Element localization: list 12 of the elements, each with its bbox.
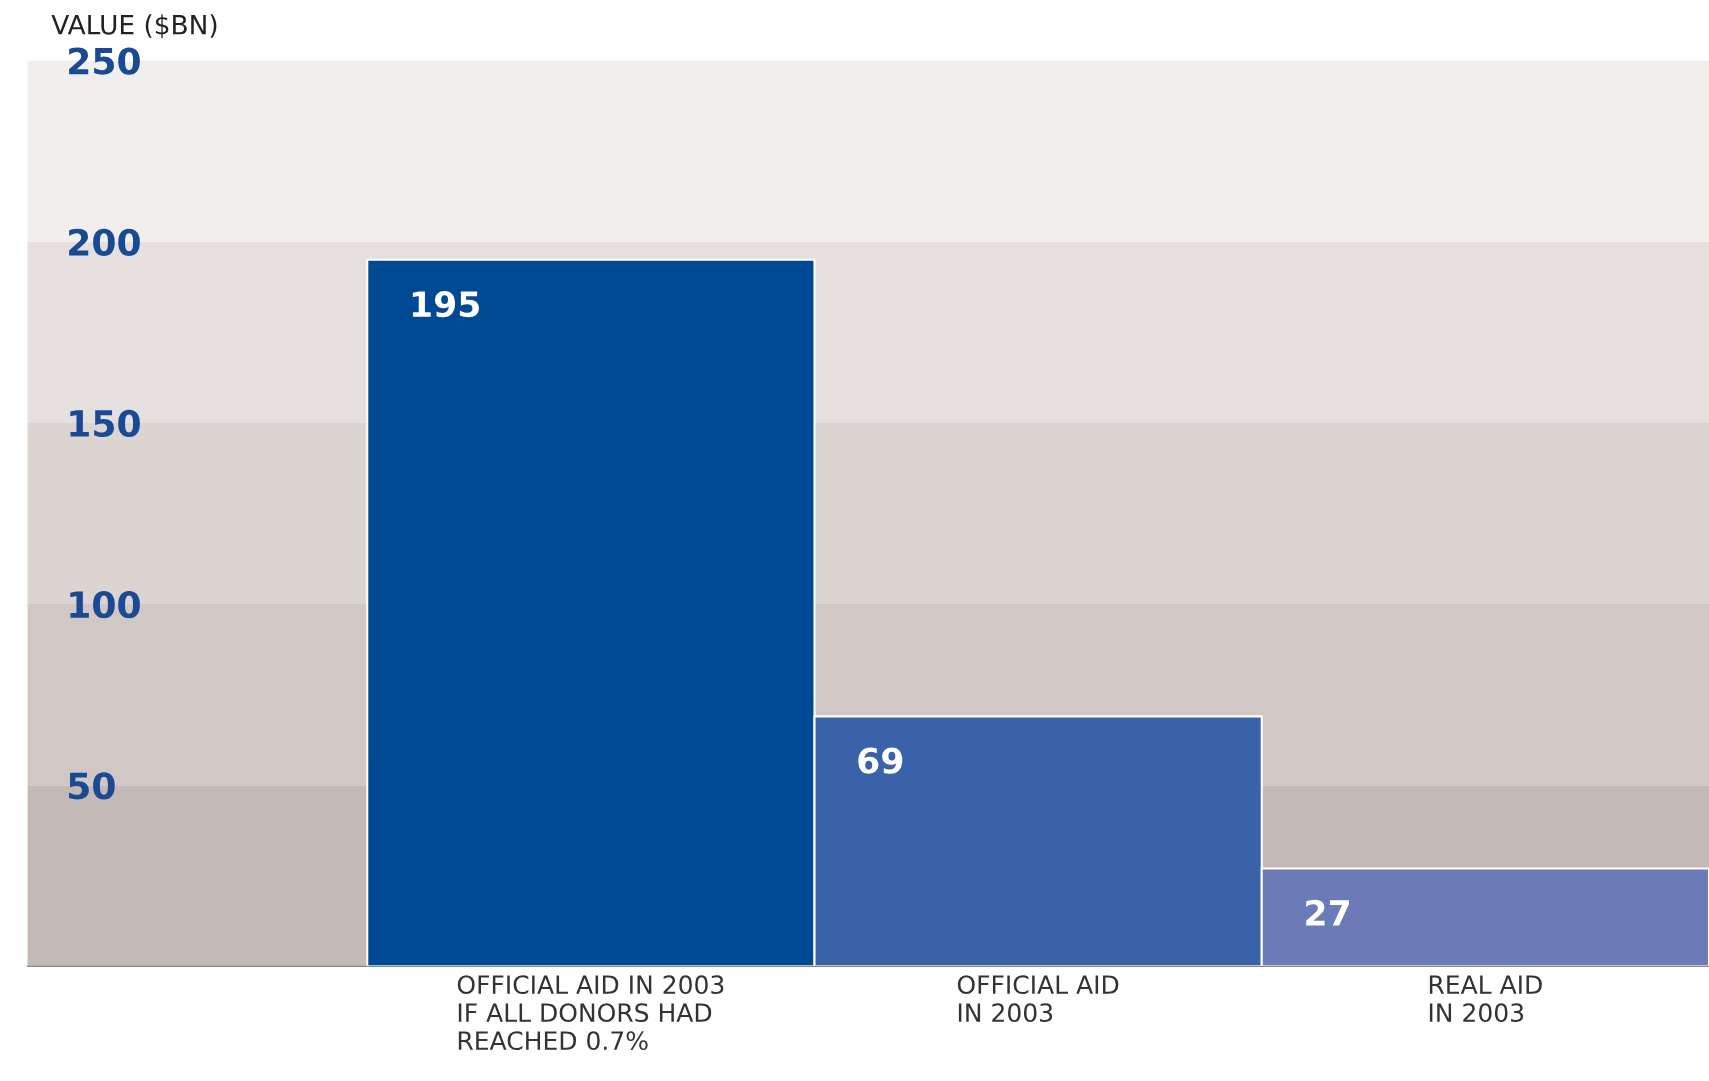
- y-tick-label: 150: [70, 409, 140, 438]
- x-tick-label: OFFICIAL AID IN 2003 IF ALL DONORS HAD REACHED 0.7%: [457, 975, 724, 1051]
- y-tick-label: 250: [69, 47, 140, 75]
- data-label: 69: [858, 747, 903, 774]
- y-tick-label: 50: [69, 772, 115, 800]
- y-tick-label: 200: [69, 228, 140, 256]
- y-axis-title: VALUE ($BN): [51, 14, 217, 39]
- x-tick-label: OFFICIAL AID IN 2003: [957, 975, 1119, 1023]
- x-tick-label: REAL AID IN 2003: [1429, 975, 1542, 1023]
- y-tick-label: 100: [70, 590, 140, 619]
- data-label: 195: [412, 291, 479, 318]
- data-label: 27: [1306, 899, 1349, 926]
